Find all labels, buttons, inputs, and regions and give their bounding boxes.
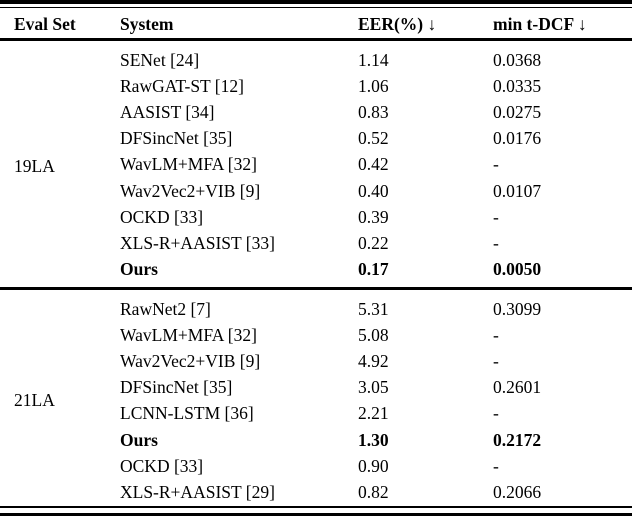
eer-cell: 0.42 bbox=[358, 154, 389, 175]
section-19la: 19LA SENet [24] 1.14 0.0368 RawGAT-ST [12] 1… bbox=[0, 41, 632, 287]
table-row: Wav2Vec2+VIB [9] 0.40 0.0107 bbox=[120, 178, 632, 204]
eer-cell: 0.40 bbox=[358, 180, 389, 201]
min-tdcf-cell: 0.0275 bbox=[493, 101, 542, 122]
min-tdcf-cell: 0.0050 bbox=[493, 259, 542, 280]
min-tdcf-cell: - bbox=[493, 350, 499, 371]
table-row: DFSincNet [35] 0.52 0.0176 bbox=[120, 125, 632, 151]
header-eer: EER(%) ↓ bbox=[358, 13, 437, 34]
min-tdcf-cell: 0.0176 bbox=[493, 128, 542, 149]
eer-cell: 1.30 bbox=[358, 429, 389, 450]
table-row: DFSincNet [35] 3.05 0.2601 bbox=[120, 374, 632, 400]
table-row: OCKD [33] 0.90 - bbox=[120, 453, 632, 479]
table-row: Ours 1.30 0.2172 bbox=[120, 427, 632, 453]
min-tdcf-cell: 0.0335 bbox=[493, 75, 542, 96]
eer-cell: 2.21 bbox=[358, 403, 389, 424]
table-row: XLS-R+AASIST [29] 0.82 0.2066 bbox=[120, 479, 632, 505]
system-cell: Ours bbox=[120, 259, 158, 280]
eer-cell: 3.05 bbox=[358, 377, 389, 398]
eer-cell: 1.06 bbox=[358, 75, 389, 96]
top-rule-thin bbox=[0, 6, 632, 8]
system-cell: XLS-R+AASIST [33] bbox=[120, 232, 275, 253]
table-row: RawNet2 [7] 5.31 0.3099 bbox=[120, 296, 632, 322]
system-cell: Ours bbox=[120, 429, 158, 450]
eer-cell: 0.90 bbox=[358, 455, 389, 476]
eer-cell: 0.22 bbox=[358, 232, 389, 253]
eval-set-label: 21LA bbox=[14, 390, 55, 411]
eer-cell: 0.82 bbox=[358, 481, 389, 502]
system-cell: AASIST [34] bbox=[120, 101, 215, 122]
min-tdcf-cell: - bbox=[493, 403, 499, 424]
table-row: Wav2Vec2+VIB [9] 4.92 - bbox=[120, 348, 632, 374]
min-tdcf-cell: 0.0368 bbox=[493, 49, 542, 70]
header-min-tdcf: min t-DCF ↓ bbox=[493, 13, 587, 34]
eer-cell: 5.31 bbox=[358, 298, 389, 319]
system-cell: Wav2Vec2+VIB [9] bbox=[120, 350, 261, 371]
min-tdcf-cell: 0.3099 bbox=[493, 298, 542, 319]
system-cell: OCKD [33] bbox=[120, 206, 204, 227]
min-tdcf-cell: - bbox=[493, 455, 499, 476]
bottom-rule-thin bbox=[0, 506, 632, 508]
min-tdcf-cell: 0.2172 bbox=[493, 429, 542, 450]
table-row: XLS-R+AASIST [33] 0.22 - bbox=[120, 230, 632, 256]
section-divider-rule bbox=[0, 286, 632, 290]
eval-set-cell: 19LA bbox=[0, 47, 120, 287]
eer-cell: 0.52 bbox=[358, 128, 389, 149]
system-cell: XLS-R+AASIST [29] bbox=[120, 481, 275, 502]
system-cell: WavLM+MFA [32] bbox=[120, 154, 257, 175]
system-cell: OCKD [33] bbox=[120, 455, 204, 476]
system-cell: RawNet2 [7] bbox=[120, 298, 211, 319]
min-tdcf-cell: 0.2066 bbox=[493, 481, 542, 502]
section-21la: 21LA RawNet2 [7] 5.31 0.3099 WavLM+MFA [32]… bbox=[0, 290, 632, 507]
system-cell: Wav2Vec2+VIB [9] bbox=[120, 180, 261, 201]
min-tdcf-cell: - bbox=[493, 154, 499, 175]
system-cell: WavLM+MFA [32] bbox=[120, 324, 257, 345]
table-row: OCKD [33] 0.39 - bbox=[120, 204, 632, 230]
eer-cell: 5.08 bbox=[358, 324, 389, 345]
rows-19la: SENet [24] 1.14 0.0368 RawGAT-ST [12] 1.06 0.… bbox=[120, 47, 632, 287]
header-system: System bbox=[120, 13, 174, 34]
table-header: Eval Set System EER(%) ↓ min t-DCF ↓ bbox=[0, 8, 632, 38]
system-cell: DFSincNet [35] bbox=[120, 377, 233, 398]
min-tdcf-cell: - bbox=[493, 324, 499, 345]
top-rule-thick bbox=[0, 0, 632, 4]
table-row: AASIST [34] 0.83 0.0275 bbox=[120, 99, 632, 125]
min-tdcf-cell: - bbox=[493, 206, 499, 227]
eer-cell: 4.92 bbox=[358, 350, 389, 371]
eval-set-label: 19LA bbox=[14, 156, 55, 176]
eer-cell: 0.17 bbox=[358, 259, 389, 280]
table-row: WavLM+MFA [32] 5.08 - bbox=[120, 322, 632, 348]
table-row: Ours 0.17 0.0050 bbox=[120, 256, 632, 282]
min-tdcf-cell: - bbox=[493, 232, 499, 253]
system-cell: LCNN-LSTM [36] bbox=[120, 403, 254, 424]
eer-cell: 1.14 bbox=[358, 49, 389, 70]
system-cell: DFSincNet [35] bbox=[120, 128, 233, 149]
system-cell: RawGAT-ST [12] bbox=[120, 75, 244, 96]
bottom-rule-thick bbox=[0, 512, 632, 516]
table-row: RawGAT-ST [12] 1.06 0.0335 bbox=[120, 73, 632, 99]
min-tdcf-cell: 0.0107 bbox=[493, 180, 542, 201]
table-row: WavLM+MFA [32] 0.42 - bbox=[120, 151, 632, 177]
table-row: LCNN-LSTM [36] 2.21 - bbox=[120, 400, 632, 426]
table-row: SENet [24] 1.14 0.0368 bbox=[120, 47, 632, 73]
eer-cell: 0.39 bbox=[358, 206, 389, 227]
eer-cell: 0.83 bbox=[358, 101, 389, 122]
min-tdcf-cell: 0.2601 bbox=[493, 377, 542, 398]
eval-set-cell: 21LA bbox=[0, 296, 120, 507]
header-eval-set: Eval Set bbox=[14, 13, 76, 34]
system-cell: SENet [24] bbox=[120, 49, 200, 70]
header-rule bbox=[0, 38, 632, 41]
rows-21la: RawNet2 [7] 5.31 0.3099 WavLM+MFA [32] 5.08 -… bbox=[120, 296, 632, 507]
